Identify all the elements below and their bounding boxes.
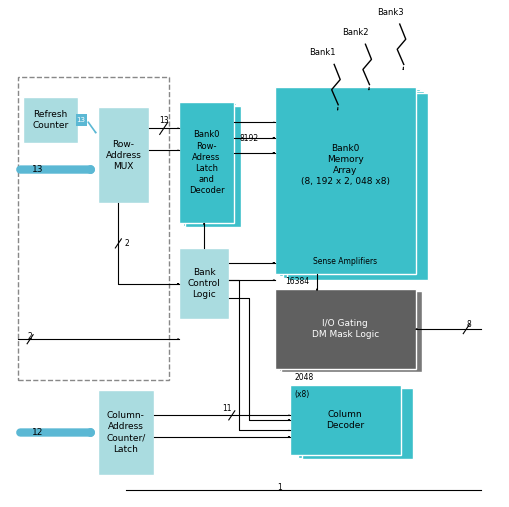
Bar bbox=[277, 289, 418, 370]
Bar bbox=[98, 107, 149, 203]
Bar bbox=[275, 87, 416, 274]
Text: Column
Decoder: Column Decoder bbox=[326, 410, 364, 430]
Bar bbox=[279, 291, 420, 371]
Text: Bank0
Row-
Adress
Latch
and
Decoder: Bank0 Row- Adress Latch and Decoder bbox=[189, 130, 224, 195]
Text: (x8): (x8) bbox=[295, 390, 310, 399]
Bar bbox=[275, 289, 416, 370]
Text: Sense Amplifiers: Sense Amplifiers bbox=[313, 257, 377, 266]
Bar bbox=[282, 91, 424, 278]
Text: 16384: 16384 bbox=[285, 277, 309, 286]
Text: 12: 12 bbox=[32, 428, 43, 437]
Text: Bank3: Bank3 bbox=[377, 8, 404, 17]
Bar bbox=[75, 114, 87, 126]
Bar bbox=[17, 77, 169, 380]
Text: Refresh
Counter: Refresh Counter bbox=[32, 110, 68, 130]
Bar bbox=[279, 89, 420, 276]
Text: 8192: 8192 bbox=[239, 134, 259, 143]
Text: Bank
Control
Logic: Bank Control Logic bbox=[188, 268, 220, 299]
Text: 8: 8 bbox=[467, 319, 471, 329]
Text: 11: 11 bbox=[222, 404, 232, 413]
Text: Bank0
Memory
Array
(8, 192 x 2, 048 x8): Bank0 Memory Array (8, 192 x 2, 048 x8) bbox=[301, 144, 390, 187]
Bar bbox=[179, 102, 234, 223]
Text: 13: 13 bbox=[76, 117, 86, 123]
Bar bbox=[179, 248, 229, 319]
Text: 1: 1 bbox=[277, 484, 282, 492]
Text: Bank2: Bank2 bbox=[342, 28, 369, 37]
Bar bbox=[287, 93, 429, 280]
Text: Row-
Address
MUX: Row- Address MUX bbox=[105, 139, 142, 171]
Bar bbox=[183, 104, 238, 226]
Text: Column-
Address
Counter/
Latch: Column- Address Counter/ Latch bbox=[106, 411, 146, 454]
Bar bbox=[98, 390, 154, 476]
Text: Bank1: Bank1 bbox=[309, 48, 336, 57]
Bar bbox=[185, 106, 241, 227]
Text: 2: 2 bbox=[124, 239, 129, 248]
Bar bbox=[290, 385, 401, 455]
Text: I/O Gating
DM Mask Logic: I/O Gating DM Mask Logic bbox=[312, 319, 379, 339]
Text: 13: 13 bbox=[32, 165, 43, 174]
Bar bbox=[302, 388, 413, 459]
Bar bbox=[22, 97, 78, 142]
Text: 2048: 2048 bbox=[295, 373, 314, 382]
Bar bbox=[181, 103, 236, 225]
Text: 13: 13 bbox=[159, 116, 168, 125]
Text: 2: 2 bbox=[27, 332, 33, 341]
Bar bbox=[298, 387, 409, 458]
Bar bbox=[281, 292, 422, 372]
Bar bbox=[294, 386, 405, 456]
